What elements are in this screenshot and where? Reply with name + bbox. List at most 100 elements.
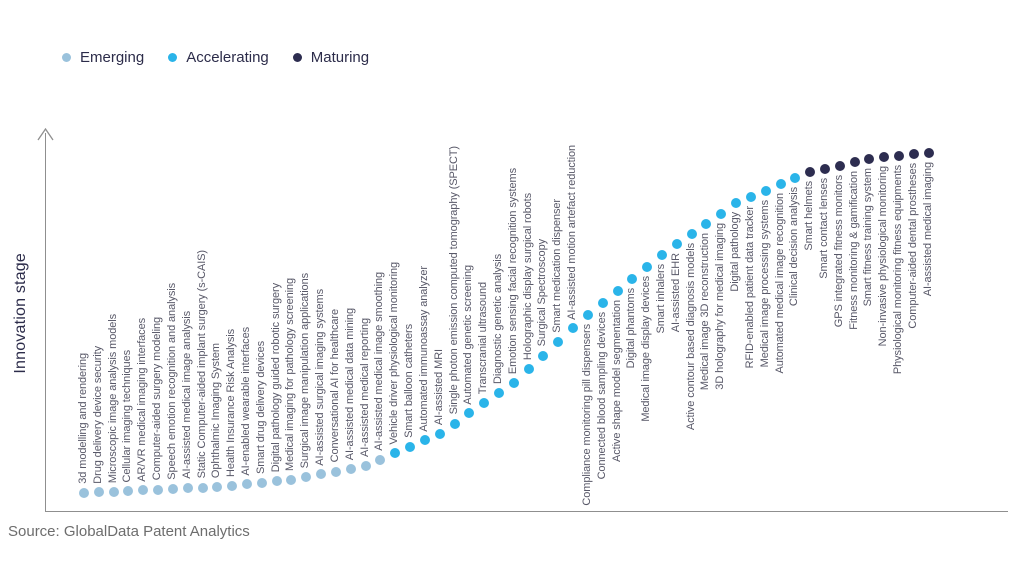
data-point: [419, 435, 430, 446]
data-point: [464, 408, 475, 419]
point-label: AR/VR medical imaging interfaces: [136, 317, 149, 482]
data-point: [790, 173, 801, 184]
data-point: [79, 488, 89, 498]
data-point: [923, 148, 934, 158]
point-label: Diagnostic genetic analysis: [491, 254, 504, 385]
point-label: Clinical decision analysis: [788, 187, 801, 307]
data-point: [523, 364, 534, 375]
data-point: [449, 418, 460, 429]
data-point: [167, 483, 178, 494]
data-point: [330, 466, 341, 477]
point-label: Connected blood sampling devices: [595, 311, 608, 480]
point-label: Microscopic image analysis models: [106, 313, 119, 483]
point-label: GPS integrated fitness monitors: [832, 174, 845, 327]
point-label: Smart drug delivery devices: [254, 340, 267, 474]
data-point: [642, 261, 653, 272]
y-axis-label: Innovation stage: [12, 253, 29, 374]
point-label: AI-assisted medical imaging: [921, 162, 934, 297]
data-point: [849, 157, 860, 168]
data-point: [197, 482, 208, 493]
data-point: [345, 463, 356, 474]
data-point: [242, 479, 253, 490]
data-point: [701, 218, 712, 229]
data-point: [493, 388, 504, 399]
data-point: [153, 484, 164, 495]
point-label: Speech emotion recognition and analysis: [165, 283, 178, 480]
point-label: 3D holography for medical imaging: [714, 222, 727, 390]
point-label: Digital phantoms: [625, 288, 638, 369]
point-label: Smart helmets: [803, 181, 816, 251]
legend-dot-icon: [168, 53, 178, 62]
data-point: [760, 185, 771, 196]
data-point: [538, 350, 549, 361]
data-point: [745, 191, 756, 202]
data-point: [612, 286, 623, 297]
data-point: [212, 481, 223, 492]
point-label: AI-assisted medical reporting: [358, 318, 371, 458]
data-point: [108, 486, 119, 497]
data-point: [671, 239, 682, 250]
point-label: Vehicle driver physiological monitoring: [388, 261, 401, 445]
data-point: [879, 152, 890, 163]
x-axis-line: [45, 511, 1008, 512]
data-point: [553, 337, 564, 348]
data-point: [375, 454, 386, 465]
data-point: [627, 274, 638, 285]
data-point: [908, 149, 919, 160]
data-point: [568, 323, 579, 334]
point-label: Automated genetic screening: [462, 264, 475, 405]
point-label: Non-invasive physiological monitoring: [877, 166, 890, 347]
point-label: AI-assisted surgical imaging systems: [314, 288, 327, 466]
data-point: [301, 472, 312, 483]
point-label: Active shape model segmentation: [610, 300, 623, 463]
point-label: Computer-aided dental prostheses: [906, 163, 919, 329]
point-label: Smart inhalers: [654, 264, 667, 334]
data-point: [508, 377, 519, 388]
point-label: Medical image processing systems: [758, 199, 771, 368]
data-point: [182, 483, 193, 494]
data-point: [123, 485, 134, 496]
data-point: [656, 250, 667, 260]
point-label: Digital pathology guided robotic surgery: [269, 283, 282, 473]
data-point: [834, 160, 845, 171]
data-point: [138, 485, 149, 496]
data-point: [316, 469, 327, 480]
point-label: Emotion sensing facial recognition syste…: [506, 167, 519, 374]
data-point: [805, 167, 816, 178]
data-point: [405, 441, 416, 452]
point-label: Compliance monitoring pill dispensers: [580, 323, 593, 506]
data-point: [731, 197, 742, 208]
legend-dot-icon: [292, 53, 302, 62]
legend-item-maturing: Maturing: [292, 49, 369, 66]
y-axis-arrow-icon: [37, 128, 54, 141]
point-label: Digital pathology: [729, 211, 742, 292]
point-label: Computer-aided surgery modeling: [151, 317, 164, 481]
point-label: Drug delivery device security: [91, 345, 104, 484]
point-label: Medical image 3D reconstruction: [699, 232, 712, 390]
point-label: AI-assisted medical image analysis: [180, 311, 193, 480]
point-label: Medical imaging for pathology screening: [284, 278, 297, 472]
data-point: [864, 154, 875, 165]
data-point: [597, 297, 608, 308]
point-label: AI-assisted medical data mining: [343, 307, 356, 460]
point-label: Cellular imaging techniques: [121, 349, 134, 482]
point-label: Smart medication dispenser: [551, 199, 564, 334]
point-label: AI-assisted EHR: [669, 253, 682, 333]
data-point: [686, 229, 697, 240]
data-point: [390, 448, 401, 459]
point-label: Smart fitness training system: [862, 168, 875, 307]
legend-label: Accelerating: [186, 49, 269, 66]
source-note: Source: GlobalData Patent Analytics: [8, 523, 250, 540]
point-label: Health Insurance Risk Analysis: [225, 328, 238, 477]
point-label: Active contour based diagnosis models: [684, 243, 697, 431]
data-point: [775, 179, 786, 190]
data-point: [434, 428, 445, 439]
data-point: [256, 477, 267, 488]
point-label: Smart contact lenses: [818, 177, 830, 279]
point-label: AI-assisted medical image smoothing: [373, 271, 386, 451]
data-point: [479, 398, 490, 409]
data-point: [716, 208, 727, 219]
data-point: [360, 461, 371, 472]
point-label: 3d modelling and rendering: [77, 353, 89, 484]
